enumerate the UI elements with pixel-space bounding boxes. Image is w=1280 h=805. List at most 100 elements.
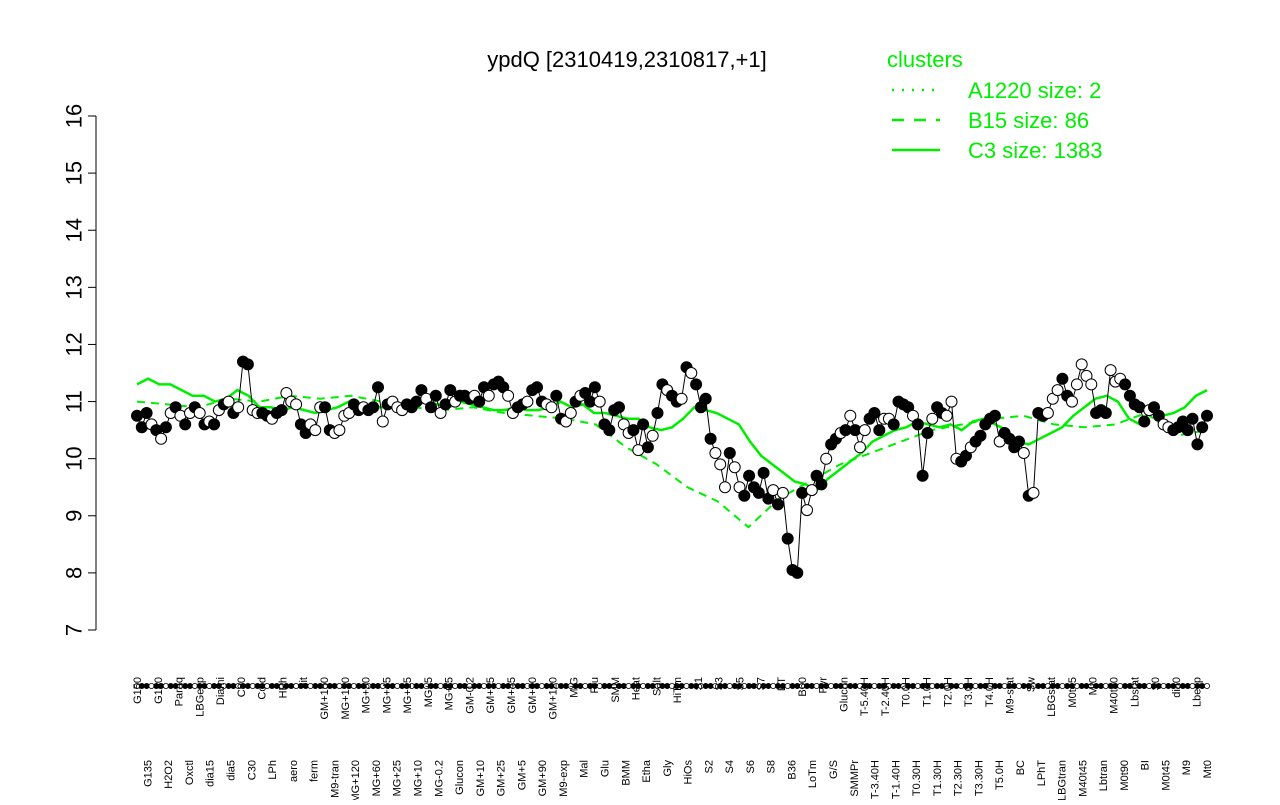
x-tick-label: T-1.40H <box>890 760 902 799</box>
y-tick-label: 13 <box>62 275 87 299</box>
data-point <box>728 461 741 474</box>
data-point <box>646 429 659 442</box>
data-point <box>690 378 703 391</box>
legend-entry: B15 size: 86 <box>968 108 1089 133</box>
x-tick-label: BT <box>776 677 788 691</box>
data-point <box>921 427 934 439</box>
x-tick-label: dia15 <box>205 760 217 787</box>
data-point <box>1041 407 1054 419</box>
sample-marker <box>726 683 733 690</box>
x-tick-label: GM+25 <box>496 760 508 796</box>
data-point <box>858 424 871 437</box>
data-point <box>425 401 437 414</box>
data-point <box>159 421 172 434</box>
data-point <box>757 466 770 479</box>
data-point <box>155 432 168 445</box>
data-point <box>776 486 789 499</box>
data-point <box>887 418 900 431</box>
x-tick-label: M9 <box>1181 760 1193 775</box>
x-tick-label: BC <box>1015 760 1027 775</box>
data-point <box>208 418 221 431</box>
x-tick-label: SMMPr <box>849 760 861 797</box>
data-point <box>222 395 235 408</box>
x-tick-label: Mal <box>579 760 591 778</box>
x-tick-label: Paraq <box>174 677 186 706</box>
x-tick-label: T3.30H <box>974 760 986 796</box>
sample-marker <box>1141 683 1148 690</box>
x-tick-label: Mt0 <box>1202 760 1214 778</box>
x-tick-label: dia0 <box>1171 677 1183 698</box>
axes: 7 8 9 10 11 12 13 14 15 16 <box>62 104 97 636</box>
data-point <box>791 566 804 579</box>
data-point <box>820 452 833 465</box>
cluster-b15-line <box>136 394 1208 529</box>
data-point <box>1056 372 1069 385</box>
y-tick-label: 7 <box>62 624 87 636</box>
data-point <box>637 418 650 431</box>
data-point <box>738 489 751 502</box>
x-tick-label: H2O2 <box>163 760 175 789</box>
x-tick-label: ferm <box>309 760 321 782</box>
data-point <box>974 429 987 442</box>
x-tick-label: GM-0.2 <box>464 677 476 714</box>
x-tick-label: T0.0H <box>901 677 913 707</box>
x-tick-label: Heat <box>631 677 643 700</box>
data-point <box>232 401 245 414</box>
x-tick-label: S4 <box>724 760 736 773</box>
x-tick-label: M0t90 <box>1119 760 1131 791</box>
data-point <box>521 395 534 408</box>
data-point <box>709 447 722 459</box>
x-tick-label: MG+10 <box>413 760 425 796</box>
legend-entry: C3 size: 1383 <box>968 138 1103 163</box>
x-tick-label: BI <box>1140 760 1152 770</box>
x-tick-label: Fru <box>589 677 601 694</box>
x-tick-label: HPh <box>277 677 289 698</box>
data-point <box>752 486 765 499</box>
x-tick-label: aero <box>288 760 300 782</box>
x-tick-label: S6 <box>745 760 757 773</box>
data-point <box>531 381 543 394</box>
x-tick-label: Sw <box>1025 677 1037 692</box>
data-point <box>781 532 794 545</box>
x-tick-label: LPh <box>267 760 279 780</box>
y-tick-label: 11 <box>62 390 87 413</box>
data-point <box>916 469 929 482</box>
x-tick-label: T2.30H <box>953 760 965 796</box>
x-tick-label: MG+t5 <box>444 677 456 710</box>
cluster-c3-line <box>136 377 1208 492</box>
x-tick-label: Pyr <box>818 677 830 694</box>
x-tick-label: T1.0H <box>922 677 934 707</box>
x-tick-label: LBGstat <box>1046 677 1058 717</box>
x-tick-label: T4.0H <box>984 677 996 707</box>
x-tick-label: B60 <box>797 677 809 697</box>
data-point <box>613 401 625 414</box>
data-point <box>1051 384 1064 397</box>
x-tick-label: nit <box>298 677 310 689</box>
x-tick-label: Cold <box>257 677 269 700</box>
x-tick-label: MG+90 <box>361 677 373 713</box>
sample-marker <box>312 683 319 690</box>
data-point <box>873 424 886 437</box>
data-point <box>844 409 857 422</box>
x-tick-label: T5.0H <box>994 760 1006 790</box>
sample-marker <box>871 683 878 690</box>
data-point <box>1099 407 1112 419</box>
x-tick-label: MG+15 <box>402 677 414 713</box>
sample-marker <box>143 683 150 690</box>
data-point <box>675 392 688 405</box>
x-tick-label: GM+150 <box>319 677 331 720</box>
x-tick-label: M40t90 <box>1109 677 1121 714</box>
data-point <box>1186 412 1199 425</box>
data-point <box>502 389 515 402</box>
x-tick-label: B36 <box>787 760 799 780</box>
x-tick-label: G150 <box>132 677 144 704</box>
y-tick-label: 16 <box>62 104 87 128</box>
cluster-lines <box>136 377 1208 529</box>
data-point <box>704 432 717 445</box>
sample-marker <box>582 683 589 690</box>
x-tick-label: GM+45 <box>506 677 518 713</box>
data-point <box>588 381 601 394</box>
data-point <box>911 418 924 431</box>
x-tick-label: LBGexp <box>194 677 206 717</box>
